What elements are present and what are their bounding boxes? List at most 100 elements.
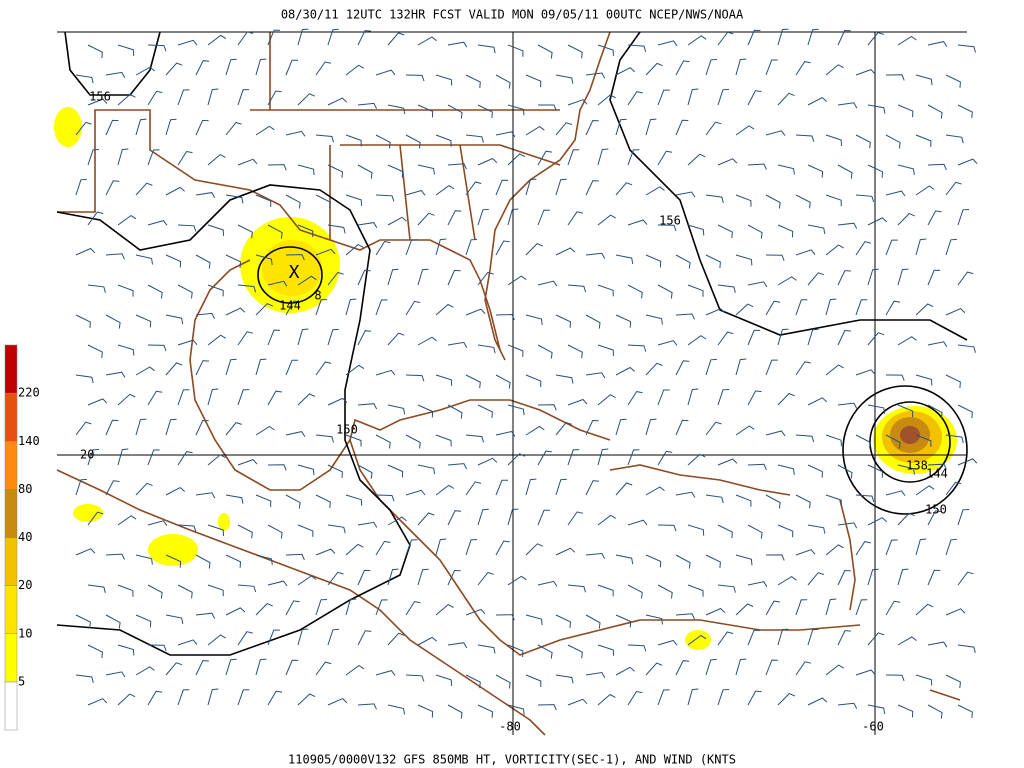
wind-barb — [75, 314, 91, 329]
wind-barb — [567, 398, 588, 406]
wind-barb — [885, 539, 898, 556]
wind-barb — [705, 308, 726, 316]
wind-barb — [747, 281, 768, 288]
wind-barb — [645, 614, 663, 625]
wind-barb — [567, 698, 588, 706]
wind-barb — [165, 614, 184, 624]
wind-barb — [615, 554, 634, 565]
wind-barb — [687, 688, 699, 706]
wind-barb — [237, 524, 253, 539]
wind-barb — [675, 660, 690, 676]
wind-barb — [825, 244, 844, 256]
wind-barb — [195, 60, 210, 76]
wind-barb — [507, 644, 524, 658]
wind-barb — [387, 164, 404, 178]
wind-barb — [927, 569, 941, 586]
wind-barb — [195, 119, 209, 136]
wind-barb — [375, 134, 391, 149]
wind-barb — [285, 130, 306, 137]
wind-barb — [495, 540, 510, 556]
wind-barb — [525, 543, 544, 556]
wind-barb — [855, 599, 868, 616]
wind-barb — [807, 464, 824, 478]
wind-barb — [147, 690, 163, 706]
wind-barb — [405, 434, 421, 449]
wind-barb — [927, 41, 948, 47]
contour-label: 156 — [89, 90, 111, 104]
colorbar-swatch — [4, 633, 18, 683]
wind-barb — [735, 658, 747, 676]
wind-barb — [147, 344, 167, 352]
wind-barb — [795, 549, 816, 556]
wind-barb — [327, 698, 348, 706]
wind-barb — [795, 661, 812, 676]
wind-barb — [735, 254, 753, 266]
wind-barb — [525, 478, 537, 496]
wind-barb — [615, 418, 627, 436]
wind-barb — [627, 391, 643, 406]
wind-barb — [825, 364, 844, 376]
wind-barb — [405, 674, 425, 682]
wind-barb — [777, 524, 794, 538]
wind-barb — [225, 658, 237, 676]
wind-barb — [297, 693, 316, 706]
wind-barb — [195, 554, 211, 569]
wind-barb — [327, 628, 339, 646]
coastline — [609, 464, 791, 496]
wind-barb — [135, 118, 147, 136]
wind-barb — [597, 514, 617, 526]
wind-barb — [675, 613, 696, 620]
wind-barb — [255, 254, 273, 266]
wind-barb — [315, 194, 331, 209]
wind-barb — [555, 478, 567, 496]
wind-barb — [357, 30, 372, 46]
wind-barb — [477, 104, 493, 119]
wind-barb — [615, 366, 636, 376]
wind-barb — [75, 374, 94, 384]
wind-barb — [225, 554, 242, 568]
wind-barb — [117, 584, 134, 597]
wind-barb — [177, 389, 190, 406]
wind-barb — [897, 636, 917, 646]
vorticity-area — [262, 240, 322, 296]
wind-barb — [825, 134, 842, 147]
vorticity-area — [148, 534, 198, 566]
wind-barb — [807, 328, 819, 346]
wind-barb — [717, 331, 734, 346]
wind-barb — [147, 220, 168, 226]
wind-barb — [597, 448, 609, 466]
wind-barb — [105, 253, 125, 260]
wind-barb — [207, 634, 226, 646]
wind-barb — [717, 158, 738, 166]
wind-barb — [717, 631, 734, 646]
wind-barb — [675, 554, 691, 569]
wind-barb — [417, 336, 437, 346]
wind-barb — [927, 210, 942, 226]
wind-barb — [687, 634, 707, 646]
wind-barb — [615, 666, 635, 676]
wind-barb — [87, 698, 108, 706]
wind-barb — [345, 64, 365, 76]
wind-barb — [657, 284, 673, 299]
wind-barb — [657, 340, 678, 346]
wind-barb — [495, 479, 509, 496]
wind-barb — [465, 181, 482, 196]
wind-barb — [315, 599, 328, 616]
wind-barb — [375, 494, 395, 502]
wind-barb — [465, 74, 481, 89]
colorbar-label: 140 — [18, 434, 40, 448]
wind-barb — [315, 661, 332, 676]
wind-barb — [735, 58, 747, 76]
wind-barb — [717, 31, 734, 46]
wind-barb — [807, 397, 828, 406]
wind-barb — [735, 554, 753, 566]
wind-barb — [705, 358, 717, 376]
colorbar-label: 10 — [18, 626, 32, 640]
wind-barb — [765, 659, 778, 676]
wind-barb — [675, 191, 696, 198]
wind-barb — [255, 603, 273, 616]
wind-barb — [897, 568, 909, 586]
wind-barb — [597, 148, 609, 166]
wind-barb — [867, 32, 884, 46]
wind-barb — [435, 434, 452, 447]
